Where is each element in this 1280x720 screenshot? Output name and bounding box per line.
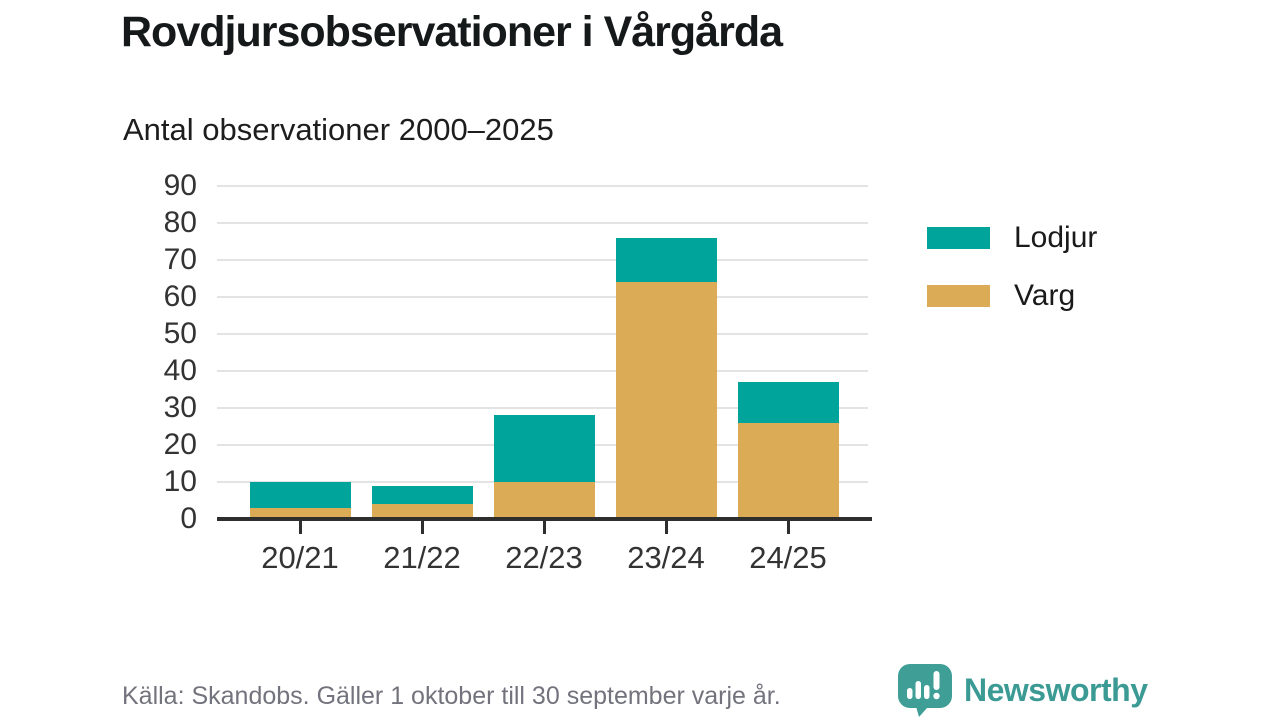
y-axis-label: 70 (163, 243, 197, 276)
y-axis-label: 40 (163, 354, 197, 387)
x-axis-label: 21/22 (383, 540, 461, 575)
legend: Lodjur Varg (927, 221, 1097, 337)
x-tick-mark (542, 520, 546, 534)
bar-segment-varg (737, 422, 839, 519)
bar-segment-lodjur (615, 237, 717, 283)
gridline (217, 222, 868, 224)
legend-item-varg: Varg (927, 279, 1097, 313)
y-axis-label: 30 (163, 391, 197, 424)
x-tick-mark (786, 520, 790, 534)
plot-area: 0 10 20 30 40 50 60 70 80 90 20/21 21/22 22/23 23/24 2… (163, 169, 872, 575)
source-note: Källa: Skandobs. Gäller 1 oktober till 3… (122, 682, 781, 710)
x-axis-label: 24/25 (749, 540, 827, 575)
legend-label: Lodjur (1014, 221, 1098, 254)
bar-segment-lodjur (737, 382, 839, 423)
bar-segment-lodjur (493, 415, 595, 482)
legend-label: Varg (1014, 279, 1076, 312)
gridline (217, 185, 868, 187)
legend-swatch-varg (927, 285, 990, 307)
y-axis-label: 90 (163, 169, 197, 202)
x-tick-mark (664, 520, 668, 534)
x-tick-mark (298, 520, 302, 534)
legend-swatch-lodjur (927, 227, 990, 249)
chart-title: Rovdjursobservationer i Vårgårda (121, 8, 783, 56)
gridline (217, 407, 868, 409)
chart-subtitle: Antal observationer 2000–2025 (123, 112, 554, 147)
brand-name: Newsworthy (964, 671, 1148, 708)
y-axis-label: 50 (163, 317, 197, 350)
y-axis-label: 0 (180, 502, 197, 535)
x-axis-label: 22/23 (505, 540, 583, 575)
bar-segment-varg (615, 282, 717, 519)
gridline (217, 370, 868, 372)
y-axis-label: 80 (163, 206, 197, 239)
bar-segment-varg (493, 482, 595, 519)
y-axis-label: 10 (163, 465, 197, 498)
legend-item-lodjur: Lodjur (927, 221, 1097, 255)
newsworthy-logo: Newsworthy (896, 662, 1148, 718)
bar-segment-lodjur (249, 482, 351, 508)
bar-segment-varg (371, 504, 473, 519)
x-axis-line (217, 517, 872, 521)
gridline (217, 333, 868, 335)
x-axis-label: 20/21 (261, 540, 339, 575)
gridline (217, 259, 868, 261)
x-tick-mark (420, 520, 424, 534)
bar-segment-lodjur (371, 485, 473, 505)
speech-bubble-chart-icon (898, 664, 952, 717)
x-axis-label: 23/24 (627, 540, 705, 575)
bar-segment-varg (249, 507, 351, 519)
gridline (217, 296, 868, 298)
y-axis-label: 20 (163, 428, 197, 461)
y-axis-label: 60 (163, 280, 197, 313)
